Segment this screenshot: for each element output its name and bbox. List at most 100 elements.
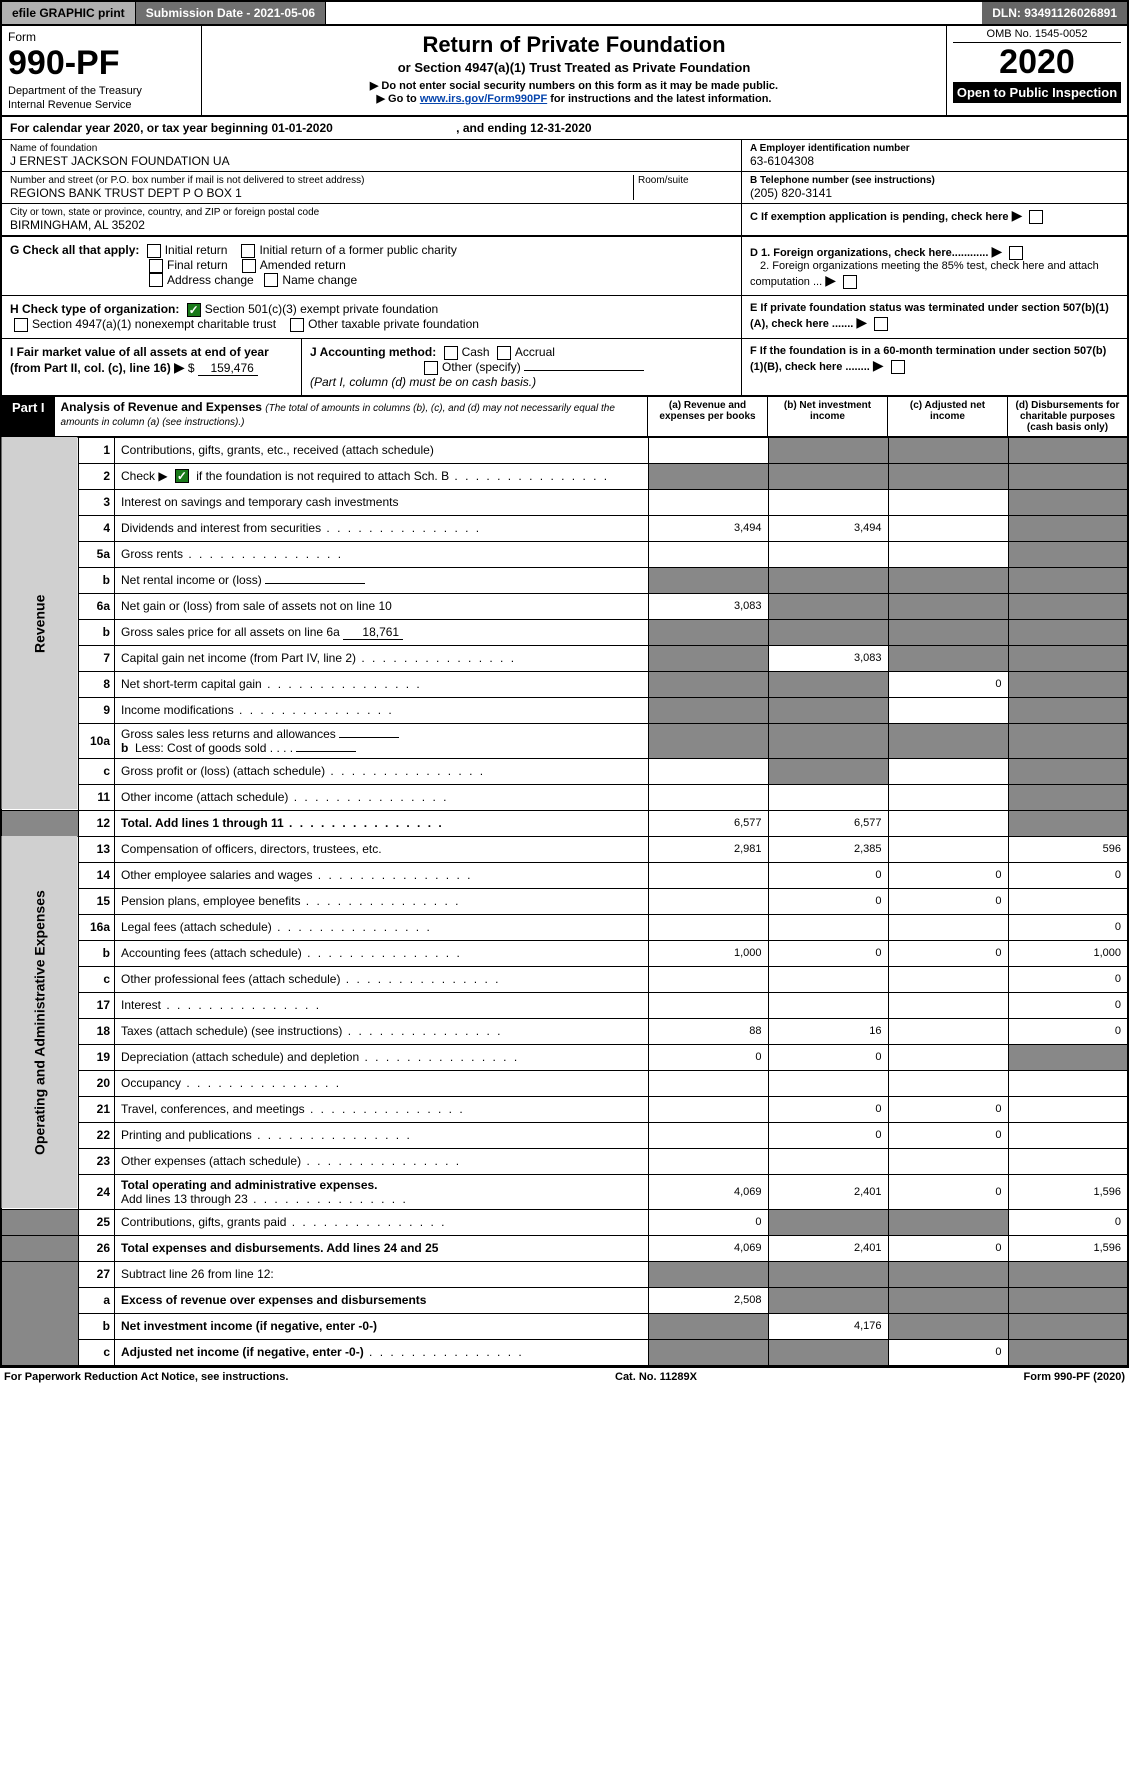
- desc-2: Check ▶ ✓ if the foundation is not requi…: [115, 463, 649, 489]
- footer-center: Cat. No. 11289X: [615, 1371, 697, 1383]
- r13-d: 596: [1008, 836, 1128, 862]
- ln-8: 8: [79, 671, 115, 697]
- j1-label: Cash: [462, 345, 490, 359]
- desc-19: Depreciation (attach schedule) and deple…: [115, 1044, 649, 1070]
- col-d-header: (d) Disbursements for charitable purpose…: [1007, 397, 1127, 436]
- fmv-value: 159,476: [198, 361, 258, 376]
- ln-11: 11: [79, 784, 115, 810]
- ln-10a: 10a: [79, 723, 115, 758]
- ln-19: 19: [79, 1044, 115, 1070]
- r18-a: 88: [648, 1018, 768, 1044]
- cb-d2[interactable]: [843, 275, 857, 289]
- goto-link[interactable]: www.irs.gov/Form990PF: [420, 93, 547, 105]
- cb-other-method[interactable]: [424, 361, 438, 375]
- ln-20: 20: [79, 1070, 115, 1096]
- part-i-header: Part I Analysis of Revenue and Expenses …: [0, 397, 1129, 437]
- ln-16c: c: [79, 966, 115, 992]
- submission-btn[interactable]: Submission Date - 2021-05-06: [136, 2, 326, 24]
- tel-label: B Telephone number (see instructions): [750, 175, 1119, 186]
- id-right: A Employer identification number 63-6104…: [742, 140, 1127, 235]
- cb-e[interactable]: [874, 317, 888, 331]
- desc-9: Income modifications: [115, 697, 649, 723]
- cb-address[interactable]: [149, 273, 163, 287]
- r19-b: 0: [768, 1044, 888, 1070]
- ln-17: 17: [79, 992, 115, 1018]
- cb-amended[interactable]: [242, 259, 256, 273]
- r7-b: 3,083: [768, 645, 888, 671]
- r22-c: 0: [888, 1122, 1008, 1148]
- desc-1: Contributions, gifts, grants, etc., rece…: [115, 437, 649, 463]
- col-a-header: (a) Revenue and expenses per books: [647, 397, 767, 436]
- cal-end: , and ending 12-31-2020: [456, 121, 591, 135]
- goto-suffix: for instructions and the latest informat…: [550, 93, 771, 105]
- cal-begin: For calendar year 2020, or tax year begi…: [10, 121, 333, 135]
- cb-name[interactable]: [264, 273, 278, 287]
- j-label: J Accounting method:: [310, 345, 436, 359]
- r25-a: 0: [648, 1209, 768, 1235]
- ln-10c: c: [79, 758, 115, 784]
- cb-other-tax[interactable]: [290, 318, 304, 332]
- r13-a: 2,981: [648, 836, 768, 862]
- h-label: H Check type of organization:: [10, 302, 179, 316]
- ln-4: 4: [79, 515, 115, 541]
- r18-b: 16: [768, 1018, 888, 1044]
- desc-24: Total operating and administrative expen…: [115, 1174, 649, 1209]
- r26-c: 0: [888, 1235, 1008, 1261]
- identification-grid: Name of foundation J ERNEST JACKSON FOUN…: [0, 140, 1129, 237]
- desc-16a: Legal fees (attach schedule): [115, 914, 649, 940]
- h2-label: Section 4947(a)(1) nonexempt charitable …: [32, 317, 276, 331]
- r27a-a: 2,508: [648, 1287, 768, 1313]
- ln-21: 21: [79, 1096, 115, 1122]
- pending-checkbox[interactable]: [1029, 210, 1043, 224]
- tel-cell: B Telephone number (see instructions) (2…: [742, 172, 1127, 204]
- cb-initial-former[interactable]: [241, 244, 255, 258]
- ln-3: 3: [79, 489, 115, 515]
- r17-d: 0: [1008, 992, 1128, 1018]
- desc-17: Interest: [115, 992, 649, 1018]
- r16b-c: 0: [888, 940, 1008, 966]
- r19-a: 0: [648, 1044, 768, 1070]
- header-center: Return of Private Foundation or Section …: [202, 26, 947, 115]
- desc-13: Compensation of officers, directors, tru…: [115, 836, 649, 862]
- header-right: OMB No. 1545-0052 2020 Open to Public In…: [947, 26, 1127, 115]
- desc-25: Contributions, gifts, grants paid: [115, 1209, 649, 1235]
- cb-f[interactable]: [891, 360, 905, 374]
- omb-number: OMB No. 1545-0052: [953, 28, 1121, 43]
- cb-sch-b[interactable]: ✓: [175, 469, 189, 483]
- cb-final[interactable]: [149, 259, 163, 273]
- d-section: D 1. Foreign organizations, check here..…: [742, 237, 1127, 295]
- form-word: Form: [8, 30, 195, 44]
- cb-initial[interactable]: [147, 244, 161, 258]
- r25-d: 0: [1008, 1209, 1128, 1235]
- cb-cash[interactable]: [444, 346, 458, 360]
- other-method-line: [524, 370, 644, 371]
- revenue-side: Revenue: [1, 437, 79, 810]
- cb-4947[interactable]: [14, 318, 28, 332]
- r27c-c: 0: [888, 1339, 1008, 1365]
- ln-5b: b: [79, 567, 115, 593]
- desc-16c: Other professional fees (attach schedule…: [115, 966, 649, 992]
- cb-501c3[interactable]: ✓: [187, 303, 201, 317]
- r24-d: 1,596: [1008, 1174, 1128, 1209]
- part-i-title: Analysis of Revenue and Expenses: [61, 400, 262, 414]
- r18-d: 0: [1008, 1018, 1128, 1044]
- foundation-name: J ERNEST JACKSON FOUNDATION UA: [10, 154, 733, 168]
- cb-accrual[interactable]: [497, 346, 511, 360]
- f-label: F If the foundation is in a 60-month ter…: [750, 345, 1106, 373]
- r4-b: 3,494: [768, 515, 888, 541]
- ein: 63-6104308: [750, 154, 1119, 168]
- efile-btn[interactable]: efile GRAPHIC print: [2, 2, 136, 24]
- r4-a: 3,494: [648, 515, 768, 541]
- cb-d1[interactable]: [1009, 246, 1023, 260]
- desc-10a: Gross sales less returns and allowances …: [115, 723, 649, 758]
- desc-6b: Gross sales price for all assets on line…: [115, 619, 649, 645]
- ln-6a: 6a: [79, 593, 115, 619]
- ln-27b: b: [79, 1313, 115, 1339]
- h-check-row: H Check type of organization: ✓Section 5…: [2, 296, 742, 338]
- ln-27c: c: [79, 1339, 115, 1365]
- desc-27b: Net investment income (if negative, ente…: [115, 1313, 649, 1339]
- desc-27: Subtract line 26 from line 12:: [115, 1261, 649, 1287]
- f-section: F If the foundation is in a 60-month ter…: [742, 339, 1127, 395]
- ln-23: 23: [79, 1148, 115, 1174]
- g5-label: Address change: [167, 273, 254, 287]
